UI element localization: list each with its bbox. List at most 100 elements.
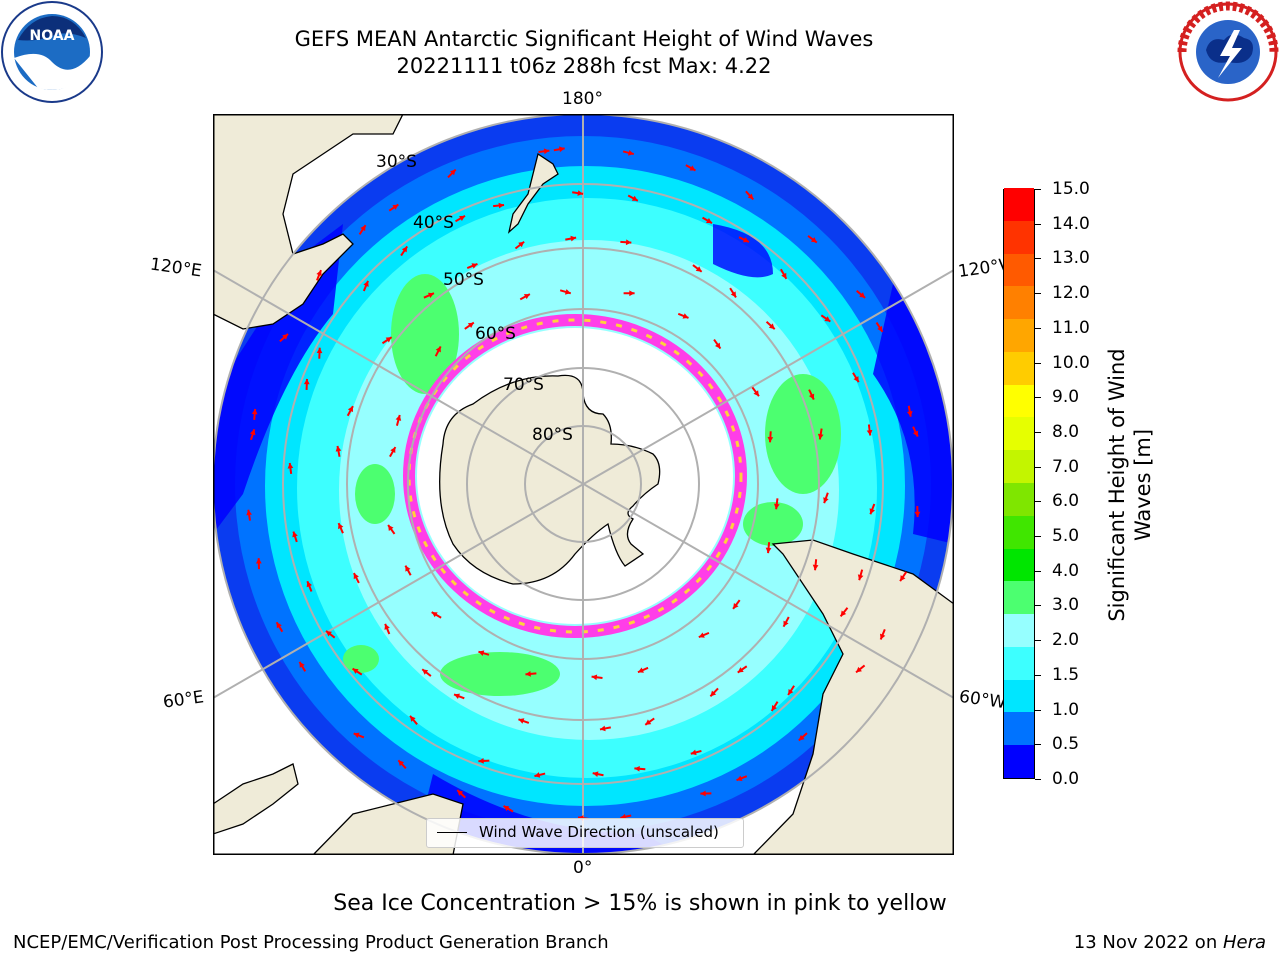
colorbar-segment — [1004, 580, 1034, 615]
wind-wave-arrowhead — [682, 313, 689, 319]
colorbar-tick-label: 7.0 — [1052, 456, 1080, 477]
legend-label: Wind Wave Direction (unscaled) — [479, 823, 719, 841]
wind-wave-arrowhead — [534, 772, 541, 778]
wind-wave-arrowhead — [347, 406, 353, 413]
wind-wave-arrowhead — [690, 749, 697, 756]
lat-label-70s: 70°S — [503, 375, 544, 395]
wind-wave-arrowhead — [695, 266, 702, 272]
sea-ice-note: Sea Ice Concentration > 15% is shown in … — [333, 891, 947, 916]
footer-credit: NCEP/EMC/Verification Post Processing Pr… — [13, 932, 609, 953]
colorbar-segment — [1004, 679, 1034, 713]
wind-wave-arrowhead — [251, 408, 258, 415]
wind-wave-arrowhead — [823, 497, 829, 504]
land-masses — [213, 114, 954, 855]
wind-wave-arrowhead — [558, 146, 565, 153]
colorbar-tick — [1035, 536, 1041, 538]
lat-label-50s: 50°S — [443, 270, 484, 290]
south-america-land — [752, 539, 954, 855]
colorbar-tick-label: 0.0 — [1052, 769, 1080, 789]
wind-wave-arrowhead — [859, 292, 866, 298]
wind-wave-arrowhead — [689, 165, 696, 171]
wind-wave-arrowhead — [431, 612, 438, 618]
colorbar-tick-label: 6.0 — [1052, 491, 1080, 512]
footer-date-text: 13 Nov 2022 on — [1073, 932, 1223, 953]
colorbar-tick-label: 10.0 — [1052, 352, 1090, 373]
colorbar-tick — [1035, 605, 1041, 607]
wind-wave-arrows — [246, 146, 921, 821]
wind-wave-arrowhead — [422, 669, 429, 675]
map-title: GEFS MEAN Antarctic Significant Height o… — [294, 27, 874, 51]
colorbar-tick-label: 5.0 — [1052, 526, 1080, 547]
wind-wave-arrowhead — [808, 393, 815, 400]
wind-wave-arrowhead — [637, 667, 644, 673]
wind-wave-arrowhead — [810, 237, 817, 243]
wind-wave-arrowhead — [631, 195, 638, 201]
wind-wave-arrowhead — [715, 342, 721, 349]
wind-wave-arrowhead — [866, 429, 873, 436]
colorbar-tick — [1035, 431, 1041, 433]
wind-wave-arrowhead — [710, 690, 717, 697]
lon-label-60e: 60°E — [161, 687, 206, 713]
wind-wave-arrowhead — [352, 668, 359, 674]
wind-wave-arrowhead — [471, 263, 478, 269]
colorbar-tick-label: 2.0 — [1052, 630, 1080, 651]
wind-wave-arrowhead — [316, 347, 323, 354]
wind-wave-arrowhead — [384, 623, 390, 630]
colorbar-tick — [1035, 466, 1041, 468]
colorbar-segment — [1004, 548, 1034, 582]
map-subtitle: 20221111 t06z 288h fcst Max: 4.22 — [396, 54, 772, 78]
map-legend: Wind Wave Direction (unscaled) — [426, 818, 744, 848]
lat-label-40s: 40°S — [413, 213, 454, 233]
wind-wave-arrowhead — [454, 693, 460, 699]
wind-wave-arrowhead — [698, 632, 705, 638]
colorbar-tick — [1035, 189, 1041, 190]
wind-wave-arrowhead — [592, 771, 599, 777]
wind-wave-arrowhead — [700, 790, 706, 797]
colorbar-tick — [1035, 674, 1041, 676]
wind-wave-arrowhead — [405, 565, 411, 572]
wind-wave-arrowhead — [742, 237, 749, 243]
wind-wave-arrowhead — [467, 322, 474, 328]
wind-wave-arrowhead — [525, 671, 531, 677]
colorbar-tick-label: 1.5 — [1052, 664, 1080, 685]
wind-wave-arrowhead — [360, 225, 366, 232]
lat-label-60s: 60°S — [475, 324, 516, 344]
noaa-logo-text: NOAA — [30, 28, 75, 44]
new-zealand-land — [507, 152, 559, 234]
wind-wave-arrowhead — [625, 239, 632, 246]
wind-wave-arrowhead — [906, 410, 913, 417]
map-border — [213, 114, 954, 855]
wind-wave-arrowhead — [388, 525, 394, 531]
polar-map — [213, 114, 954, 855]
wind-wave-arrowhead — [498, 202, 505, 209]
wind-wave-arrowhead — [410, 715, 416, 722]
lon-label-0: 0° — [573, 858, 593, 878]
colorbar-tick-label: 11.0 — [1052, 317, 1090, 338]
lon-label-180: 180° — [562, 89, 603, 109]
wind-wave-arrowhead — [705, 218, 712, 224]
madagascar-land — [213, 763, 299, 835]
wind-wave-arrowhead — [869, 508, 875, 515]
wind-wave-arrowhead — [812, 564, 819, 571]
wind-wave-arrowhead — [255, 558, 262, 564]
wind-wave-arrowhead — [730, 291, 736, 298]
wind-wave-arrowhead — [912, 430, 919, 437]
legend-line-icon — [437, 832, 467, 833]
colorbar-tick-label: 4.0 — [1052, 560, 1080, 581]
wind-wave-arrowhead — [817, 433, 824, 440]
wind-wave-arrowhead — [459, 215, 466, 221]
colorbar-tick — [1035, 223, 1041, 225]
footer-date: 13 Nov 2022 on Hera — [1074, 932, 1266, 953]
wind-wave-arrowhead — [523, 294, 530, 300]
wind-wave-arrowhead — [282, 334, 288, 340]
wind-wave-arrowhead — [503, 805, 510, 812]
wind-wave-arrowhead — [857, 574, 864, 581]
wind-wave-arrowhead — [564, 289, 571, 295]
africa-land — [312, 793, 464, 855]
colorbar-segment — [1004, 482, 1034, 516]
wind-wave-arrowhead — [427, 292, 434, 298]
wind-wave-arrowhead — [824, 316, 831, 322]
wind-wave-arrowhead — [629, 290, 635, 297]
wind-wave-arrowhead — [435, 346, 441, 353]
colorbar-tick-label: 3.0 — [1052, 595, 1080, 616]
